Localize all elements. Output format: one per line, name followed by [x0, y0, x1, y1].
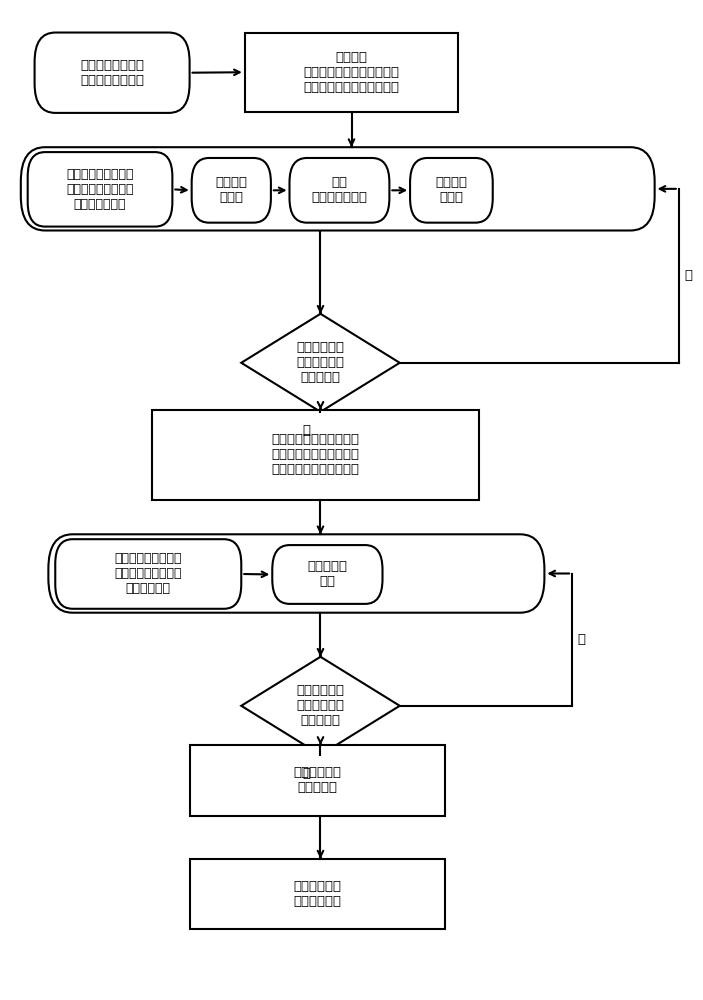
Text: 是: 是 [303, 424, 311, 437]
Text: 放置样品于三轴位
移台上，均匀照明: 放置样品于三轴位 移台上，均匀照明 [80, 59, 144, 87]
Bar [190, 859, 444, 929]
Text: 得到待测微小
样品右光学臂
清晰二维图: 得到待测微小 样品右光学臂 清晰二维图 [297, 684, 344, 727]
Bar [245, 33, 458, 112]
Text: 调节右旋转平台，得
到相同角度差值，固
定右旋转平台: 调节右旋转平台，得 到相同角度差值，固 定右旋转平台 [115, 552, 182, 595]
FancyBboxPatch shape [410, 158, 493, 223]
Text: 否: 否 [684, 269, 692, 282]
Text: 是: 是 [303, 767, 311, 780]
Text: 调节左旋转平台，使
左光学臂与待测微小
样品成一定夹角: 调节左旋转平台，使 左光学臂与待测微小 样品成一定夹角 [66, 168, 134, 211]
Polygon shape [241, 314, 400, 412]
Text: 水平调节右
滑块: 水平调节右 滑块 [307, 560, 347, 588]
Text: 固定左旋转平台和平移单
元，记下左旋转平台角度
示数，求出前后角度差值: 固定左旋转平台和平移单 元，记下左旋转平台角度 示数，求出前后角度差值 [271, 433, 359, 476]
Text: 调节
手动线性平移台: 调节 手动线性平移台 [311, 176, 368, 204]
Text: 处理左右清晰
二维图像对: 处理左右清晰 二维图像对 [293, 766, 341, 794]
FancyBboxPatch shape [272, 545, 382, 604]
Text: 否: 否 [577, 633, 586, 646]
FancyBboxPatch shape [34, 33, 190, 113]
Text: 水平调节
左滑块: 水平调节 左滑块 [215, 176, 247, 204]
Text: 调节三轴
位移台: 调节三轴 位移台 [435, 176, 467, 204]
FancyBboxPatch shape [290, 158, 389, 223]
FancyBboxPatch shape [56, 539, 241, 609]
FancyBboxPatch shape [192, 158, 271, 223]
Bar [152, 410, 479, 500]
Text: 得到待测微小
样品左光学臂
清晰二维图: 得到待测微小 样品左光学臂 清晰二维图 [297, 341, 344, 384]
Text: 得到微小样品
三维尺寸数据: 得到微小样品 三维尺寸数据 [293, 880, 341, 908]
FancyBboxPatch shape [49, 534, 544, 613]
Text: 测量左右
光学臂镜头入瞳口竖直朝下
时，对应旋转平台角度示数: 测量左右 光学臂镜头入瞳口竖直朝下 时，对应旋转平台角度示数 [304, 51, 399, 94]
FancyBboxPatch shape [21, 147, 654, 231]
Bar [190, 745, 444, 816]
FancyBboxPatch shape [27, 152, 172, 227]
Polygon shape [241, 657, 400, 755]
